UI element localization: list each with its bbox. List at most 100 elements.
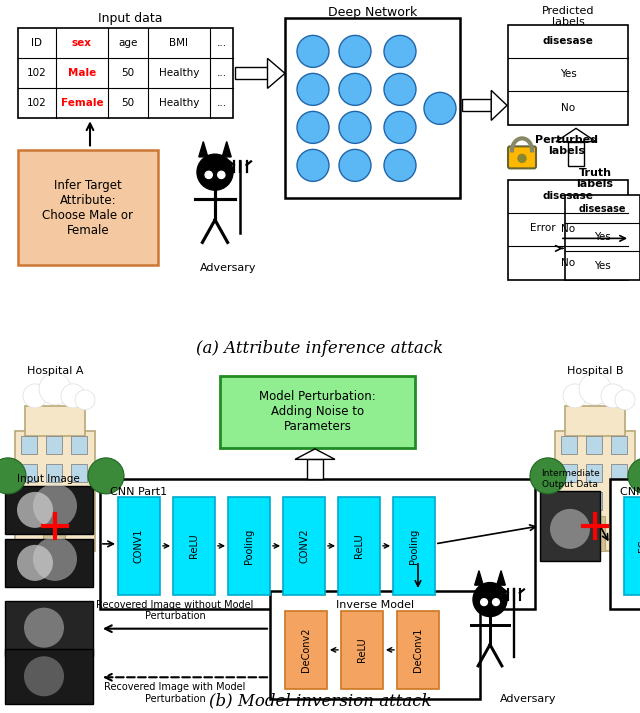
Text: BMI: BMI — [170, 39, 189, 48]
Circle shape — [530, 458, 566, 494]
Text: ...: ... — [216, 39, 227, 48]
FancyBboxPatch shape — [100, 479, 535, 609]
Text: Healthy: Healthy — [159, 68, 199, 78]
FancyBboxPatch shape — [586, 492, 602, 510]
Polygon shape — [556, 128, 596, 142]
Circle shape — [481, 599, 488, 605]
Text: 50: 50 — [122, 98, 134, 108]
Circle shape — [297, 111, 329, 143]
Circle shape — [297, 150, 329, 181]
Circle shape — [384, 36, 416, 68]
FancyBboxPatch shape — [565, 406, 625, 436]
FancyBboxPatch shape — [270, 591, 480, 699]
Text: 102: 102 — [27, 68, 47, 78]
Text: No: No — [561, 225, 575, 235]
Text: DeConv2: DeConv2 — [301, 627, 311, 672]
FancyBboxPatch shape — [46, 464, 62, 482]
Text: Perturbed
labels: Perturbed labels — [536, 135, 598, 156]
FancyBboxPatch shape — [21, 464, 37, 482]
Circle shape — [0, 458, 26, 494]
Circle shape — [339, 73, 371, 106]
Circle shape — [39, 373, 71, 405]
FancyBboxPatch shape — [583, 516, 605, 551]
FancyBboxPatch shape — [338, 497, 380, 595]
FancyBboxPatch shape — [540, 491, 600, 561]
Circle shape — [17, 545, 53, 581]
Text: Yes: Yes — [559, 69, 577, 79]
Text: Adversary: Adversary — [200, 263, 256, 273]
Circle shape — [297, 36, 329, 68]
Text: Adversary: Adversary — [500, 694, 556, 704]
FancyBboxPatch shape — [21, 436, 37, 454]
Circle shape — [518, 155, 526, 163]
Circle shape — [33, 484, 77, 528]
Text: 50: 50 — [122, 68, 134, 78]
Text: Deep Network: Deep Network — [328, 6, 417, 19]
Polygon shape — [199, 142, 208, 157]
Polygon shape — [268, 58, 285, 88]
FancyBboxPatch shape — [5, 486, 93, 534]
Text: Model Perturbation:
Adding Noise to
Parameters: Model Perturbation: Adding Noise to Para… — [259, 391, 376, 434]
Text: Predicted
labels: Predicted labels — [541, 6, 595, 27]
Text: Inverse Model: Inverse Model — [336, 600, 414, 610]
Text: CONV2: CONV2 — [299, 528, 309, 563]
FancyBboxPatch shape — [118, 497, 160, 595]
FancyBboxPatch shape — [462, 99, 492, 111]
Polygon shape — [222, 142, 231, 157]
FancyBboxPatch shape — [565, 195, 640, 280]
Text: disesase: disesase — [543, 36, 593, 46]
FancyBboxPatch shape — [341, 611, 383, 689]
Circle shape — [33, 537, 77, 581]
Polygon shape — [497, 570, 506, 585]
Circle shape — [23, 384, 47, 408]
Text: ID: ID — [31, 39, 42, 48]
Text: Female: Female — [61, 98, 103, 108]
Circle shape — [297, 73, 329, 106]
Circle shape — [563, 384, 587, 408]
FancyBboxPatch shape — [611, 492, 627, 510]
Circle shape — [339, 36, 371, 68]
Circle shape — [493, 599, 499, 605]
Circle shape — [24, 656, 64, 697]
Text: (a) Attribute inference attack: (a) Attribute inference attack — [196, 340, 444, 357]
Text: ...: ... — [216, 98, 227, 108]
FancyBboxPatch shape — [568, 142, 584, 166]
Text: Pooling: Pooling — [409, 528, 419, 563]
Text: ReLU: ReLU — [189, 533, 199, 558]
FancyBboxPatch shape — [71, 464, 87, 482]
Polygon shape — [492, 91, 507, 120]
Text: No: No — [561, 258, 575, 268]
Text: Recovered Image without Model
Perturbation: Recovered Image without Model Perturbati… — [96, 600, 253, 622]
FancyBboxPatch shape — [624, 497, 640, 595]
Text: (b) Model inversion attack: (b) Model inversion attack — [209, 692, 431, 709]
Text: age: age — [118, 39, 138, 48]
Text: CONV1: CONV1 — [134, 528, 144, 563]
FancyBboxPatch shape — [5, 539, 93, 587]
FancyBboxPatch shape — [586, 464, 602, 482]
FancyBboxPatch shape — [46, 492, 62, 510]
FancyBboxPatch shape — [586, 436, 602, 454]
Circle shape — [24, 607, 64, 647]
FancyBboxPatch shape — [71, 492, 87, 510]
FancyBboxPatch shape — [555, 431, 635, 551]
FancyBboxPatch shape — [508, 146, 536, 168]
FancyBboxPatch shape — [508, 180, 628, 280]
Circle shape — [17, 492, 53, 528]
Circle shape — [384, 150, 416, 181]
FancyBboxPatch shape — [21, 492, 37, 510]
Polygon shape — [475, 570, 483, 585]
FancyBboxPatch shape — [611, 436, 627, 454]
FancyBboxPatch shape — [285, 611, 327, 689]
Text: FC: FC — [638, 540, 640, 552]
Text: Infer Target
Attribute:
Choose Male or
Female: Infer Target Attribute: Choose Male or F… — [42, 179, 134, 237]
Text: Input Image: Input Image — [17, 474, 79, 484]
Text: Hospital B: Hospital B — [567, 366, 623, 376]
FancyBboxPatch shape — [561, 464, 577, 482]
Circle shape — [339, 111, 371, 143]
FancyBboxPatch shape — [173, 497, 215, 595]
FancyBboxPatch shape — [397, 611, 439, 689]
Circle shape — [473, 583, 507, 617]
FancyBboxPatch shape — [393, 497, 435, 595]
FancyBboxPatch shape — [15, 431, 95, 551]
Text: Male: Male — [68, 68, 96, 78]
